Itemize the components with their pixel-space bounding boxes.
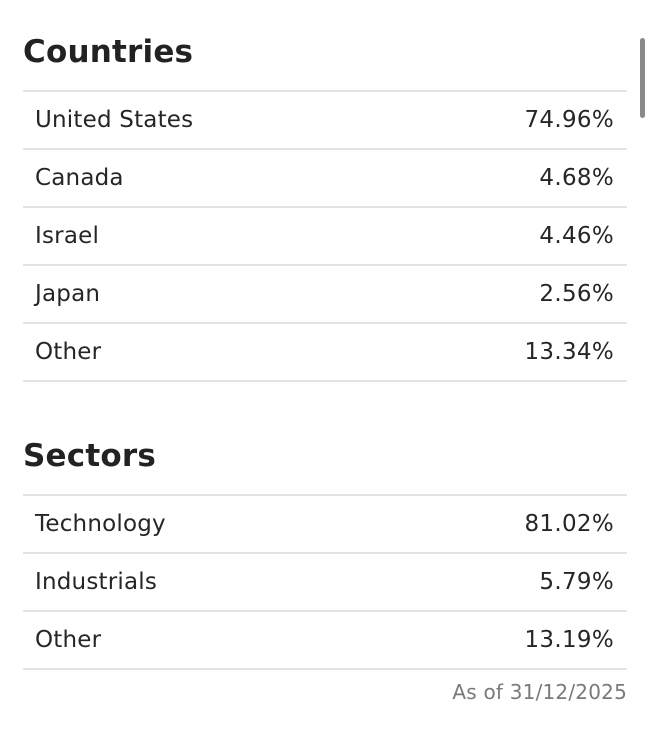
- countries-heading: Countries: [23, 34, 194, 70]
- sectors-heading: Sectors: [23, 438, 156, 474]
- country-percentage: 2.56%: [539, 281, 614, 307]
- countries-table: United States 74.96% Canada 4.68% Israel…: [23, 90, 627, 382]
- table-row: Industrials 5.79%: [23, 554, 627, 612]
- country-label: Israel: [35, 223, 100, 249]
- scrollbar-thumb[interactable]: [640, 38, 645, 118]
- table-row: Other 13.34%: [23, 324, 627, 382]
- table-row: Technology 81.02%: [23, 496, 627, 554]
- sector-label: Other: [35, 627, 102, 653]
- country-label: United States: [35, 107, 194, 133]
- country-label: Canada: [35, 165, 124, 191]
- country-percentage: 74.96%: [524, 107, 614, 133]
- country-percentage: 13.34%: [524, 339, 614, 365]
- country-percentage: 4.46%: [539, 223, 614, 249]
- as-of-date: As of 31/12/2025: [452, 680, 627, 704]
- sectors-table: Technology 81.02% Industrials 5.79% Othe…: [23, 494, 627, 670]
- sector-percentage: 5.79%: [539, 569, 614, 595]
- table-row: Canada 4.68%: [23, 150, 627, 208]
- table-row: Israel 4.46%: [23, 208, 627, 266]
- sector-percentage: 81.02%: [524, 511, 614, 537]
- sector-label: Industrials: [35, 569, 158, 595]
- country-label: Other: [35, 339, 102, 365]
- sector-label: Technology: [35, 511, 166, 537]
- country-label: Japan: [35, 281, 101, 307]
- table-row: Japan 2.56%: [23, 266, 627, 324]
- country-percentage: 4.68%: [539, 165, 614, 191]
- table-row: Other 13.19%: [23, 612, 627, 670]
- allocation-page: Countries United States 74.96% Canada 4.…: [23, 0, 627, 704]
- sector-percentage: 13.19%: [524, 627, 614, 653]
- table-row: United States 74.96%: [23, 92, 627, 150]
